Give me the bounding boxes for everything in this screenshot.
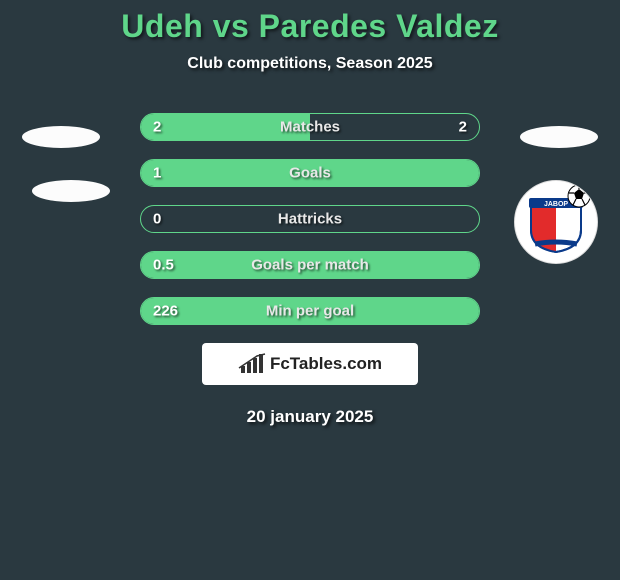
- stat-label: Matches: [280, 119, 340, 136]
- stat-row: Hattricks 0: [0, 205, 620, 233]
- stat-bar: Min per goal 226: [140, 297, 480, 325]
- stat-value-left: 0.5: [153, 257, 174, 274]
- page-title: Udeh vs Paredes Valdez: [0, 8, 620, 45]
- stat-row: Min per goal 226: [0, 297, 620, 325]
- subtitle: Club competitions, Season 2025: [0, 55, 620, 73]
- stat-value-left: 1: [153, 165, 161, 182]
- stat-value-left: 2: [153, 119, 161, 136]
- stats-list: Matches 2 2 Goals 1 Hattricks 0 Goals per match…: [0, 113, 620, 325]
- stat-label: Goals per match: [251, 257, 369, 274]
- watermark-badge: FcTables.com: [202, 343, 418, 385]
- snapshot-date: 20 january 2025: [0, 407, 620, 427]
- stat-bar: Goals 1: [140, 159, 480, 187]
- comparison-card: Udeh vs Paredes Valdez Club competitions…: [0, 0, 620, 580]
- stat-bar: Matches 2 2: [140, 113, 480, 141]
- stat-row: Goals 1: [0, 159, 620, 187]
- watermark-text: FcTables.com: [270, 354, 382, 374]
- stat-value-left: 226: [153, 303, 178, 320]
- stat-row: Matches 2 2: [0, 113, 620, 141]
- stat-value-left: 0: [153, 211, 161, 228]
- stat-row: Goals per match 0.5: [0, 251, 620, 279]
- stat-bar: Goals per match 0.5: [140, 251, 480, 279]
- stat-value-right: 2: [459, 119, 467, 136]
- stat-label: Goals: [289, 165, 331, 182]
- stat-label: Min per goal: [266, 303, 354, 320]
- bar-chart-icon: [238, 353, 266, 375]
- stat-bar: Hattricks 0: [140, 205, 480, 233]
- stat-label: Hattricks: [278, 211, 342, 228]
